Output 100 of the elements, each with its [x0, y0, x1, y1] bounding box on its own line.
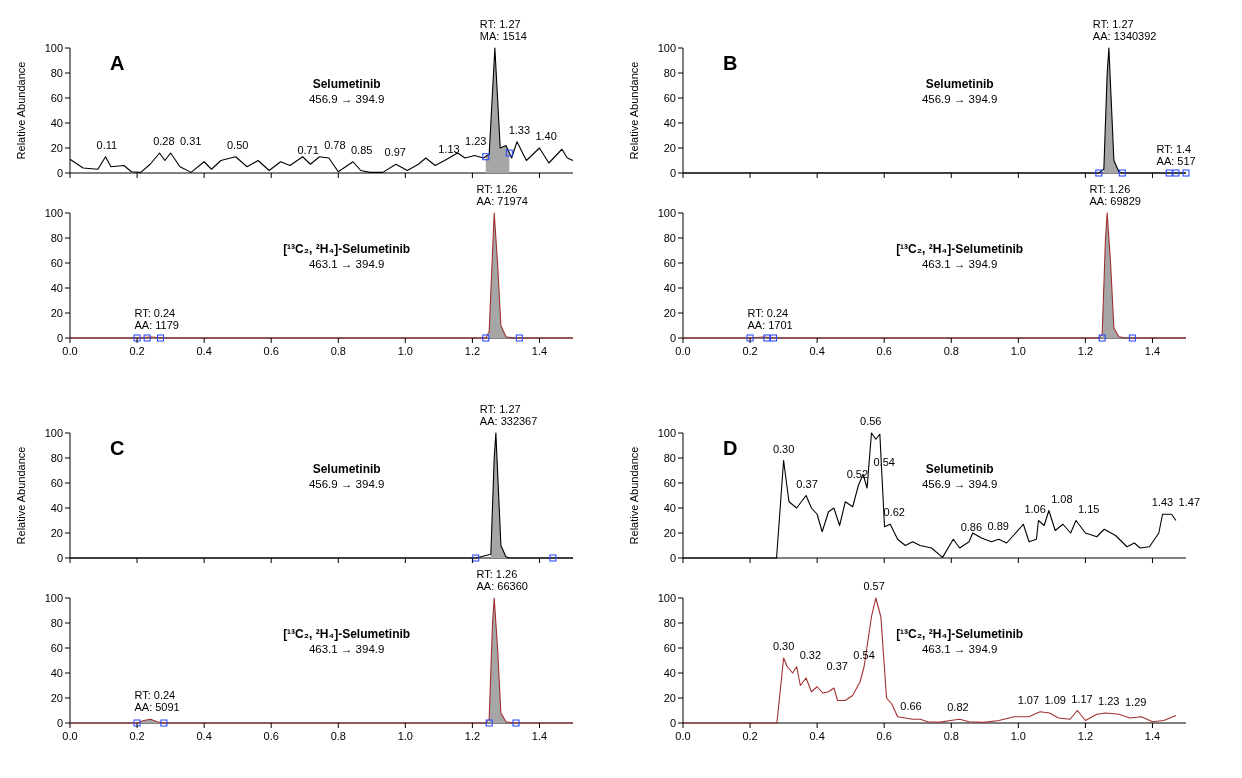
y-tick-label: 40: [663, 666, 676, 679]
annotation: Selumetinib: [312, 462, 381, 476]
y-tick-label: 80: [50, 231, 63, 244]
y-tick-label: 0: [56, 166, 63, 179]
y-tick-label: 40: [50, 666, 63, 679]
y-tick-label: 60: [663, 91, 676, 104]
annotation: RT: 1.27 AA: 1340392: [1092, 18, 1157, 42]
annotation: 1.13: [438, 142, 460, 155]
y-tick-label: 100: [657, 426, 676, 439]
annotation: 1.15: [1077, 502, 1100, 515]
y-tick-label: 20: [50, 306, 63, 319]
annotation: 0.11: [96, 138, 118, 151]
y-tick-label: 40: [50, 281, 63, 294]
y-tick-label: 80: [663, 616, 676, 629]
x-tick-label: 1.0: [397, 730, 413, 742]
annotation: 0.66: [900, 700, 922, 712]
annotation: 1.40: [535, 130, 557, 142]
y-tick-label: 20: [663, 306, 676, 319]
annotation: 0.82: [947, 701, 969, 714]
x-tick-label: 0.8: [330, 730, 346, 742]
annotation: Selumetinib: [312, 77, 381, 91]
annotation: 1.06: [1024, 502, 1046, 515]
chart-title: A: [110, 52, 125, 74]
annotation: 1.23: [465, 135, 487, 147]
y-tick-label: 40: [663, 116, 676, 129]
y-tick-label: 40: [50, 501, 63, 514]
x-tick-label: 1.4: [1144, 730, 1161, 742]
x-tick-label: 0.0: [62, 345, 78, 357]
x-tick-label: 0.6: [876, 345, 892, 357]
x-tick-label: 1.4: [531, 345, 548, 357]
annotation: 1.08: [1051, 492, 1073, 505]
x-tick-label: 0.4: [809, 345, 825, 357]
y-tick-label: 100: [44, 426, 63, 439]
chart-title: B: [723, 52, 738, 74]
y-tick-label: 20: [50, 141, 63, 154]
annotation: 463.1 → 394.9: [308, 643, 385, 655]
annotation: 0.28: [153, 135, 175, 147]
annotation: 0.50: [226, 138, 249, 151]
x-tick-label: 0.2: [129, 730, 145, 742]
y-tick-label: 100: [44, 591, 63, 604]
y-tick-label: 80: [663, 451, 676, 464]
y-tick-label: 80: [50, 616, 63, 629]
y-tick-label: 20: [50, 526, 63, 539]
annotation: 1.43: [1151, 496, 1174, 509]
annotation: 1.07: [1017, 693, 1040, 706]
x-tick-label: 1.2: [464, 345, 481, 357]
annotation: 1.29: [1124, 696, 1147, 709]
y-tick-label: 100: [657, 41, 676, 54]
y-tick-label: 0: [56, 551, 63, 564]
y-tick-label: 20: [663, 526, 676, 539]
annotation: 0.86: [960, 521, 983, 534]
x-tick-label: 0.6: [876, 730, 892, 742]
y-axis-title: Relative Abundance: [628, 61, 640, 160]
annotation: 0.57: [863, 580, 885, 592]
x-tick-label: 1.2: [464, 730, 481, 742]
y-tick-label: 60: [50, 91, 63, 104]
y-tick-label: 60: [50, 256, 63, 269]
annotation: 456.9 → 394.9: [308, 93, 385, 105]
annotation: 1.47: [1178, 496, 1201, 509]
y-tick-label: 80: [663, 66, 676, 79]
x-tick-label: 0.8: [943, 345, 959, 357]
annotation: [¹³C₂, ²H₄]-Selumetinib: [896, 242, 1024, 256]
y-tick-label: 0: [56, 716, 63, 729]
x-tick-label: 0.8: [330, 345, 346, 357]
x-tick-label: 0.2: [742, 345, 758, 357]
x-tick-label: 0.4: [196, 345, 212, 357]
annotation: 1.33: [508, 123, 531, 136]
y-tick-label: 20: [663, 141, 676, 154]
chart-title: C: [110, 437, 125, 459]
annotation: 456.9 → 394.9: [308, 478, 385, 490]
annotation: 0.85: [350, 143, 373, 156]
y-axis-title: Relative Abundance: [628, 446, 640, 545]
annotation: RT: 1.27 AA: 332367: [479, 403, 538, 427]
y-tick-label: 60: [50, 476, 63, 489]
annotation: 0.71: [297, 143, 319, 156]
annotation: Selumetinib: [925, 462, 994, 476]
annotation: RT: 0.24 AA: 1701: [747, 307, 793, 331]
annotation: 0.62: [883, 506, 905, 519]
annotation: 1.17: [1071, 692, 1093, 705]
y-tick-label: 40: [50, 116, 63, 129]
x-tick-label: 0.0: [62, 730, 78, 742]
y-tick-label: 60: [663, 476, 676, 489]
y-tick-label: 0: [669, 551, 676, 564]
line-series: [682, 597, 1177, 724]
y-tick-label: 60: [50, 641, 63, 654]
annotation: 1.23: [1098, 695, 1120, 707]
annotation: 463.1 → 394.9: [308, 258, 385, 270]
x-tick-label: 0.4: [809, 730, 825, 742]
y-tick-label: 100: [657, 206, 676, 219]
y-tick-label: 100: [657, 591, 676, 604]
annotation: 456.9 → 394.9: [921, 93, 998, 105]
y-tick-label: 40: [663, 281, 676, 294]
y-tick-label: 0: [669, 716, 676, 729]
annotation: 0.30: [772, 640, 795, 652]
annotation: 0.97: [384, 146, 406, 159]
annotation: 0.37: [826, 660, 848, 672]
x-tick-label: 0.0: [675, 345, 691, 357]
annotation: RT: 1.4 AA: 517: [1156, 143, 1196, 167]
x-tick-label: 1.0: [1010, 730, 1026, 742]
y-tick-label: 60: [663, 641, 676, 654]
